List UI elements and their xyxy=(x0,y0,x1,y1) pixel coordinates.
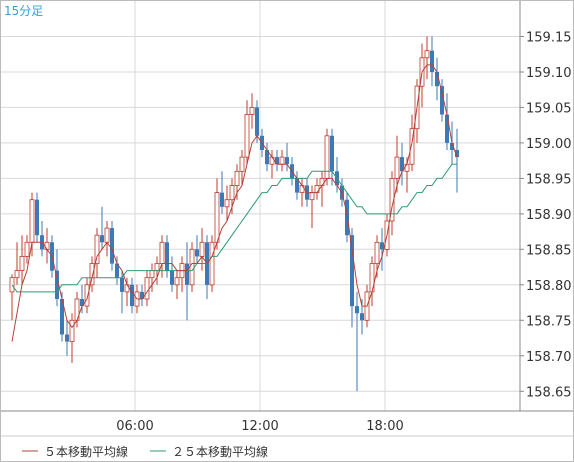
candle-body-down xyxy=(435,72,439,87)
y-tick-label: 158.85 xyxy=(526,243,572,258)
candle-body-down xyxy=(65,334,69,342)
candle-body-up xyxy=(404,163,410,172)
candle-body-up xyxy=(89,263,95,286)
x-tick-label: 18:00 xyxy=(366,419,403,434)
candle-body-down xyxy=(330,135,334,172)
candle-body-up xyxy=(224,199,230,208)
candle-body-up xyxy=(299,185,305,193)
candle-body-up xyxy=(159,241,165,265)
candle-body-up xyxy=(174,277,180,286)
candle-body-up xyxy=(144,277,150,300)
y-tick-label: 159.00 xyxy=(526,137,572,152)
candle-body-up xyxy=(424,50,430,59)
y-tick-label: 158.75 xyxy=(526,314,572,329)
candle-body-up xyxy=(189,248,195,286)
y-tick-label: 159.10 xyxy=(526,66,572,81)
candle-body-up xyxy=(199,241,205,257)
candle-body-down xyxy=(355,306,359,314)
candle-body-down xyxy=(285,157,289,165)
ma5-series-line xyxy=(11,64,458,342)
candle-body-down xyxy=(275,157,279,165)
candle-body-down xyxy=(195,249,199,257)
candle-body-down xyxy=(60,299,64,335)
candle-body-up xyxy=(84,284,90,307)
candle-body-up xyxy=(374,241,380,265)
candle-body-up xyxy=(154,263,160,271)
candle-body-down xyxy=(130,284,134,307)
candle-body-down xyxy=(120,277,124,292)
candle-body-up xyxy=(394,156,400,179)
candle-body-up xyxy=(69,319,75,342)
candle-body-down xyxy=(445,114,449,143)
candle-body-down xyxy=(35,199,39,236)
x-tick-label: 06:00 xyxy=(116,419,153,434)
candle-body-up xyxy=(309,192,315,201)
candle-body-up xyxy=(44,241,50,250)
candle-body-down xyxy=(255,107,259,136)
candle-body-up xyxy=(29,199,35,243)
ma25-series-line xyxy=(11,163,457,293)
candle-body-down xyxy=(80,299,84,307)
y-axis-tick-labels: 159.15 159.10 159.05 159.00 158.95 158.90 158.… xyxy=(520,31,572,400)
candle-body-down xyxy=(185,263,189,285)
y-tick-label: 158.70 xyxy=(526,350,572,365)
candle-body-down xyxy=(170,270,174,285)
legend-ma25-label: ２５本移動平均線 xyxy=(172,444,268,459)
candle-body-up xyxy=(209,241,215,286)
candle-body-up xyxy=(124,284,130,293)
candle-body-up xyxy=(409,128,415,165)
candle-body-down xyxy=(100,235,104,243)
y-tick-label: 158.65 xyxy=(526,385,572,400)
y-tick-label: 158.80 xyxy=(526,279,572,294)
candle-body-down xyxy=(380,242,384,250)
candle-body-down xyxy=(430,50,434,72)
candle-body-down xyxy=(165,242,169,271)
legend-ma5-label: ５本移動平均線 xyxy=(44,444,128,459)
candle-body-up xyxy=(249,107,255,115)
candle-body-up xyxy=(324,135,330,179)
x-axis-tick-labels: 06:00 12:00 18:00 xyxy=(116,419,403,434)
candle-body-up xyxy=(94,234,100,264)
x-tick-label: 12:00 xyxy=(241,419,278,434)
candle-body-up xyxy=(314,185,320,193)
y-tick-label: 159.05 xyxy=(526,101,572,116)
candle-body-down xyxy=(455,150,459,158)
candle-body-up xyxy=(104,227,110,243)
candle-body-down xyxy=(350,235,354,307)
candle-body-down xyxy=(360,313,364,321)
y-tick-label: 158.90 xyxy=(526,208,572,223)
candle-body-down xyxy=(295,178,299,193)
candle-body-down xyxy=(450,142,454,150)
candle-body-down xyxy=(110,228,114,264)
candle-body-down xyxy=(265,150,269,165)
candle-body-up xyxy=(229,185,235,201)
candle-body-up xyxy=(19,255,25,271)
candle-body-down xyxy=(140,291,144,299)
candle-body-up xyxy=(269,156,275,165)
candle-body-down xyxy=(220,192,224,207)
candle-body-up xyxy=(14,270,20,279)
candle-body-up xyxy=(24,241,30,257)
candle-body-up xyxy=(244,114,250,158)
candle-body-up xyxy=(214,192,220,243)
period-label: 15分足 xyxy=(4,4,43,18)
candle-body-up xyxy=(279,156,285,165)
grid-lines xyxy=(0,0,520,411)
candle-body-up xyxy=(239,156,245,172)
y-tick-label: 158.95 xyxy=(526,172,572,187)
candle-body-up xyxy=(319,177,325,186)
y-tick-label: 159.15 xyxy=(526,31,572,46)
candle-body-down xyxy=(55,270,59,299)
candle-body-down xyxy=(440,86,444,115)
legend: ５本移動平均線 ２５本移動平均線 xyxy=(22,444,268,459)
candle-body-down xyxy=(400,157,404,172)
candle-body-down xyxy=(115,263,119,278)
candle-body-up xyxy=(234,170,240,186)
candle-body-up xyxy=(149,270,155,279)
